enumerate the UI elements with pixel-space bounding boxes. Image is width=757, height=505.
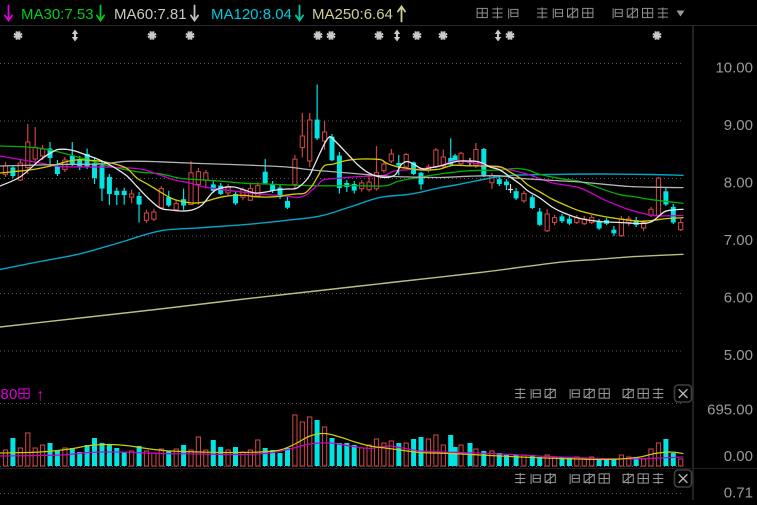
svg-text:5.00: 5.00 xyxy=(724,347,753,364)
svg-text:0.71: 0.71 xyxy=(724,485,753,501)
svg-text:MA30:7.53: MA30:7.53 xyxy=(21,6,94,23)
svg-text:0.00: 0.00 xyxy=(724,448,753,465)
svg-text:6.00: 6.00 xyxy=(724,290,753,307)
svg-text:MA60:7.81: MA60:7.81 xyxy=(114,6,187,23)
svg-text:8.00: 8.00 xyxy=(724,175,753,192)
svg-text:MA250:6.64: MA250:6.64 xyxy=(312,6,393,23)
svg-text:9.00: 9.00 xyxy=(724,117,753,134)
svg-text:7.00: 7.00 xyxy=(724,232,753,249)
svg-text:↑: ↑ xyxy=(36,386,45,405)
svg-text:98: 98 xyxy=(0,386,9,403)
svg-text:695.00: 695.00 xyxy=(707,402,753,419)
svg-text:0: 0 xyxy=(9,386,17,403)
svg-text:MA120:8.04: MA120:8.04 xyxy=(211,6,292,23)
svg-text:10.00: 10.00 xyxy=(715,60,753,77)
